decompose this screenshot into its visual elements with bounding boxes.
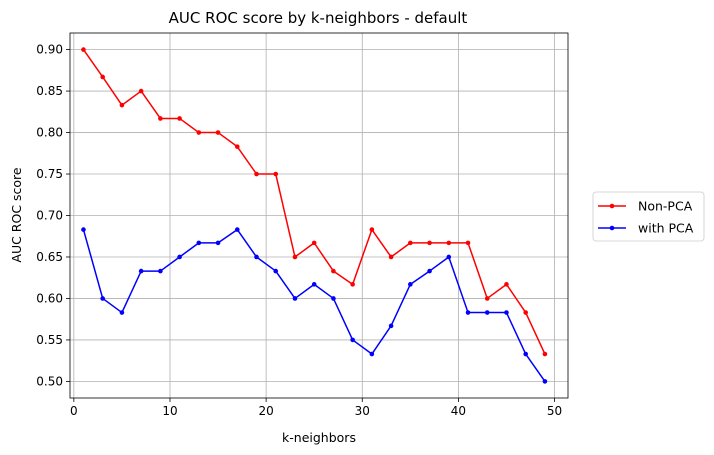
y-tick-label: 0.55 bbox=[36, 333, 63, 347]
data-point bbox=[408, 240, 413, 246]
data-point bbox=[215, 240, 221, 246]
data-point bbox=[215, 130, 221, 135]
data-point bbox=[504, 310, 509, 315]
data-point bbox=[100, 296, 105, 301]
x-tick-label: 30 bbox=[355, 404, 370, 418]
y-tick-label: 0.90 bbox=[36, 43, 63, 57]
data-point bbox=[446, 240, 452, 246]
x-tick-label: 10 bbox=[162, 404, 177, 418]
data-point bbox=[350, 337, 355, 343]
data-point bbox=[427, 268, 432, 274]
x-tick-label: 50 bbox=[547, 404, 562, 418]
y-tick-label: 0.50 bbox=[36, 374, 63, 388]
x-axis-label: k-neighbors bbox=[282, 430, 356, 445]
data-point bbox=[465, 310, 471, 315]
data-point bbox=[158, 116, 163, 121]
legend: Non-PCA with PCA bbox=[592, 191, 705, 242]
data-point bbox=[484, 296, 490, 301]
legend-label: with PCA bbox=[638, 221, 694, 236]
data-point bbox=[273, 171, 279, 177]
data-point bbox=[138, 268, 144, 274]
data-point bbox=[254, 254, 259, 260]
y-tick-label: 0.75 bbox=[36, 167, 63, 181]
chart-title: AUC ROC score by k-neighbors - default bbox=[169, 9, 468, 27]
data-point bbox=[504, 282, 509, 287]
x-tick-label: 40 bbox=[451, 404, 466, 418]
y-tick-label: 0.85 bbox=[36, 84, 63, 98]
data-point bbox=[81, 227, 86, 232]
series-layer bbox=[81, 47, 548, 384]
data-point bbox=[273, 268, 279, 274]
data-point bbox=[427, 240, 432, 246]
y-tick-label: 0.60 bbox=[36, 291, 63, 305]
series-line-1 bbox=[82, 228, 546, 382]
y-axis-label: AUC ROC score bbox=[9, 167, 24, 263]
data-point bbox=[234, 227, 240, 232]
data-point bbox=[100, 74, 105, 80]
legend-swatch-marker bbox=[609, 203, 615, 209]
plot-frame bbox=[69, 32, 569, 399]
data-point bbox=[234, 144, 240, 149]
data-point bbox=[369, 351, 375, 357]
y-tick-label: 0.80 bbox=[36, 126, 63, 140]
data-point bbox=[331, 296, 336, 301]
data-point bbox=[388, 323, 394, 329]
series-line-0 bbox=[82, 49, 546, 355]
data-point bbox=[158, 268, 163, 274]
y-tick-label: 0.65 bbox=[36, 250, 63, 264]
data-point bbox=[311, 240, 317, 246]
data-point bbox=[465, 240, 471, 246]
data-point bbox=[119, 102, 125, 108]
data-point bbox=[81, 47, 86, 52]
axis-ticks: 0 10 20 30 40 50 0.50 0.55 0.60 0.65 0.70 0.75 0.80 0… bbox=[36, 43, 562, 418]
x-tick-label: 0 bbox=[70, 404, 78, 418]
data-point bbox=[350, 282, 355, 287]
data-point bbox=[292, 296, 298, 301]
data-point bbox=[542, 379, 548, 384]
data-point bbox=[177, 116, 182, 121]
data-point bbox=[523, 310, 528, 315]
data-point bbox=[292, 254, 298, 260]
data-point bbox=[542, 351, 548, 357]
legend-label: Non-PCA bbox=[638, 199, 693, 214]
legend-swatch-marker bbox=[609, 225, 615, 231]
data-point bbox=[311, 282, 317, 287]
data-point bbox=[523, 351, 528, 357]
data-point bbox=[138, 88, 144, 94]
data-point bbox=[408, 282, 413, 287]
y-tick-label: 0.70 bbox=[36, 209, 63, 223]
data-point bbox=[254, 171, 259, 177]
data-point bbox=[196, 130, 202, 135]
data-point bbox=[177, 254, 182, 260]
data-point bbox=[331, 268, 336, 274]
x-tick-label: 20 bbox=[258, 404, 273, 418]
data-point bbox=[446, 254, 452, 260]
data-point bbox=[196, 240, 202, 246]
data-point bbox=[369, 227, 375, 232]
data-point bbox=[119, 310, 125, 315]
data-point bbox=[388, 254, 394, 260]
grid bbox=[70, 33, 568, 398]
data-point bbox=[484, 310, 490, 315]
